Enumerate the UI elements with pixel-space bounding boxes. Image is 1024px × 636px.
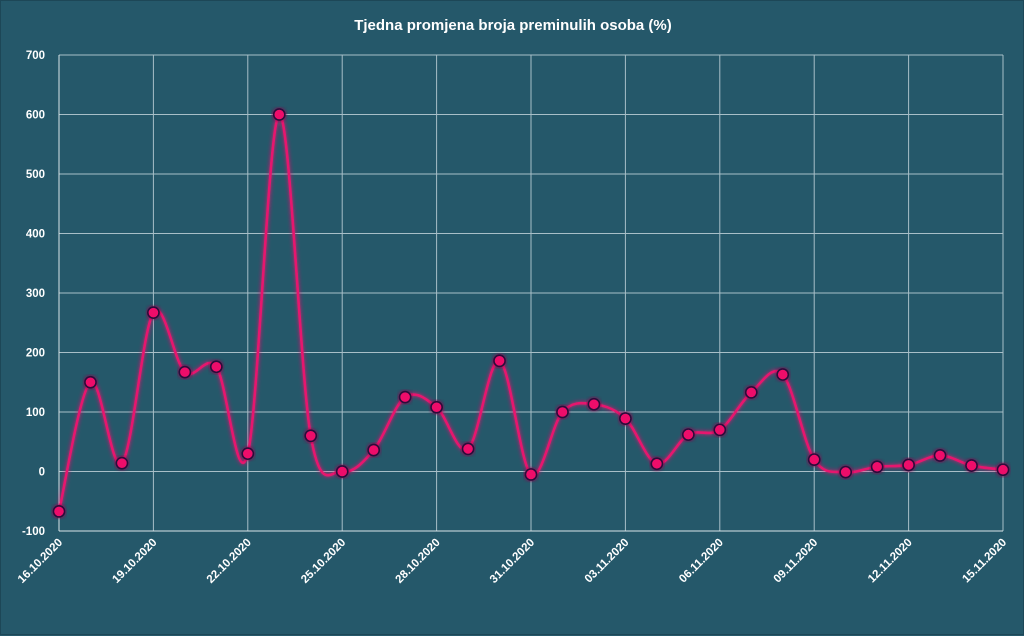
data-point xyxy=(209,360,223,374)
data-point xyxy=(461,442,475,456)
data-point xyxy=(807,453,821,466)
x-axis-ticks: 16.10.2020 19.10.2020 22.10.2020 25.10.2020… xyxy=(16,537,1009,586)
data-point xyxy=(178,365,192,379)
data-point xyxy=(84,375,97,389)
y-tick-label: 100 xyxy=(26,407,45,419)
data-point xyxy=(587,397,601,411)
y-tick-label: 500 xyxy=(26,169,45,181)
x-tick-label: 25.10.2020 xyxy=(299,537,348,586)
data-point xyxy=(933,449,947,462)
x-tick-label: 09.11.2020 xyxy=(772,537,821,586)
y-axis-ticks: -100 0 100 200 300 400 500 600 700 xyxy=(22,50,45,538)
x-tick-label: 28.10.2020 xyxy=(394,537,443,586)
x-tick-label: 15.11.2020 xyxy=(960,537,1009,586)
data-point xyxy=(493,354,506,368)
data-point xyxy=(839,465,853,479)
data-point xyxy=(744,385,758,399)
data-point xyxy=(524,468,538,481)
data-point xyxy=(713,423,727,437)
data-point xyxy=(146,306,160,320)
data-point xyxy=(115,456,129,470)
data-point xyxy=(870,460,884,474)
x-tick-label: 22.10.2020 xyxy=(205,537,254,586)
data-point xyxy=(52,504,66,518)
y-tick-label: -100 xyxy=(22,526,45,538)
y-tick-label: 300 xyxy=(26,288,45,300)
data-point xyxy=(367,443,381,457)
data-point xyxy=(996,463,1010,477)
y-tick-label: 200 xyxy=(26,348,45,360)
data-point xyxy=(650,457,664,471)
data-point xyxy=(776,368,790,381)
data-point xyxy=(304,429,318,443)
x-tick-label: 19.10.2020 xyxy=(110,537,159,586)
data-point xyxy=(398,390,412,404)
grid xyxy=(58,54,1004,532)
data-point xyxy=(619,412,632,425)
data-point xyxy=(681,428,695,442)
x-tick-label: 16.10.2020 xyxy=(16,537,65,586)
data-point xyxy=(965,459,978,472)
y-tick-label: 400 xyxy=(26,229,45,241)
y-tick-label: 700 xyxy=(26,50,45,62)
x-tick-label: 12.11.2020 xyxy=(866,537,915,586)
x-tick-label: 31.10.2020 xyxy=(488,537,537,586)
chart-title: Tjedna promjena broja preminulih osoba (… xyxy=(354,17,672,34)
y-tick-label: 0 xyxy=(39,467,45,479)
x-tick-label: 03.11.2020 xyxy=(583,537,632,586)
x-tick-label: 06.11.2020 xyxy=(677,537,726,586)
data-point xyxy=(430,400,443,414)
data-point xyxy=(241,447,255,461)
data-point xyxy=(272,108,286,121)
data-point xyxy=(335,465,349,478)
data-points xyxy=(52,108,1010,518)
y-tick-label: 600 xyxy=(26,110,45,122)
data-point xyxy=(902,458,915,472)
data-point xyxy=(556,405,569,419)
